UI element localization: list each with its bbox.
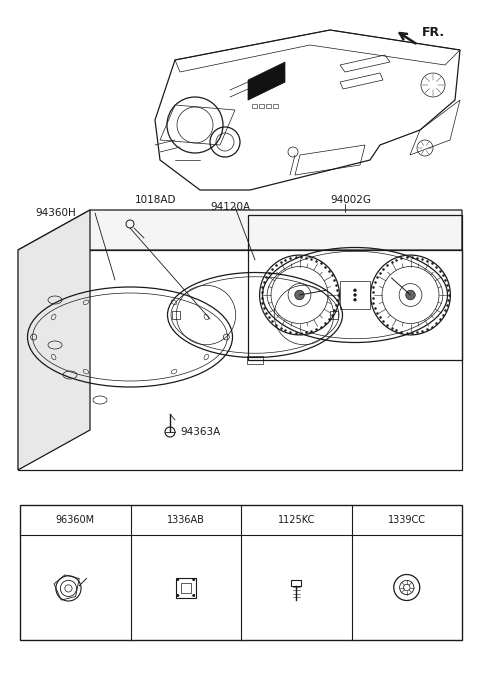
Bar [252, 104, 257, 108]
Bar [266, 104, 271, 108]
Bar [340, 281, 370, 309]
Text: 1339CC: 1339CC [388, 515, 426, 525]
Bar [247, 356, 263, 363]
Circle shape [354, 298, 357, 301]
Text: 94363A: 94363A [180, 427, 220, 437]
Bar [273, 104, 278, 108]
Text: 1018AD: 1018AD [135, 195, 177, 205]
Polygon shape [18, 210, 90, 470]
Bar [20, 505, 462, 640]
Bar [172, 311, 180, 319]
Circle shape [354, 289, 357, 292]
Circle shape [354, 293, 357, 296]
Circle shape [406, 290, 415, 300]
Polygon shape [18, 210, 462, 250]
Circle shape [192, 578, 195, 581]
Circle shape [176, 578, 179, 581]
Text: 96360M: 96360M [56, 515, 95, 525]
Bar [176, 578, 196, 598]
Circle shape [192, 594, 195, 597]
Text: 94360H: 94360H [35, 208, 76, 218]
Text: 1125KC: 1125KC [277, 515, 315, 525]
Text: 94120A: 94120A [210, 202, 250, 212]
Polygon shape [248, 62, 285, 100]
Text: 1336AB: 1336AB [167, 515, 204, 525]
Circle shape [176, 594, 179, 597]
Bar [330, 311, 338, 319]
Bar [259, 104, 264, 108]
Text: 94002G: 94002G [330, 195, 371, 205]
Bar [291, 580, 301, 586]
Bar [181, 582, 191, 592]
Text: FR.: FR. [422, 25, 445, 38]
Circle shape [295, 290, 304, 300]
